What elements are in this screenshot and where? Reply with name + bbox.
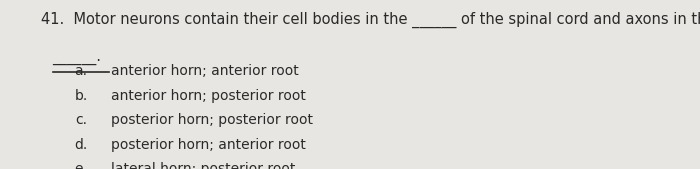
Text: lateral horn; posterior root: lateral horn; posterior root: [111, 162, 295, 169]
Text: ______.: ______.: [52, 51, 102, 66]
Text: c.: c.: [76, 113, 88, 127]
Text: anterior horn; anterior root: anterior horn; anterior root: [111, 64, 298, 78]
Text: 41.  Motor neurons contain their cell bodies in the ______ of the spinal cord an: 41. Motor neurons contain their cell bod…: [41, 12, 700, 28]
Text: e.: e.: [75, 162, 88, 169]
Text: d.: d.: [74, 138, 88, 152]
Text: anterior horn; posterior root: anterior horn; posterior root: [111, 89, 305, 103]
Text: posterior horn; posterior root: posterior horn; posterior root: [111, 113, 313, 127]
Text: b.: b.: [74, 89, 88, 103]
Text: posterior horn; anterior root: posterior horn; anterior root: [111, 138, 305, 152]
Text: a.: a.: [74, 64, 88, 78]
